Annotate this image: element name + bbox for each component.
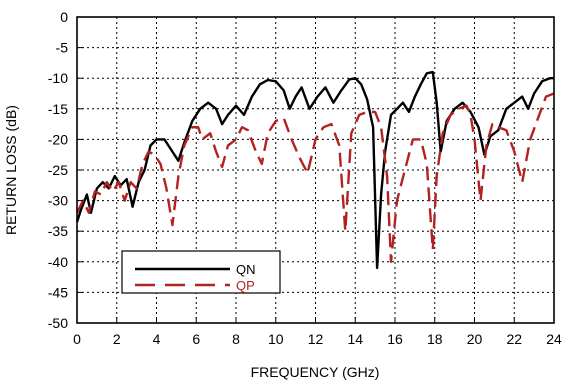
x-tick-label: 10 <box>268 331 284 347</box>
series-line-qp <box>75 92 555 263</box>
y-tick-label: -5 <box>56 40 69 56</box>
x-tick-label: 8 <box>232 331 240 347</box>
x-tick-label: 22 <box>506 331 522 347</box>
x-axis-ticks: 0 2 4 6 8 10 12 14 16 18 20 22 24 <box>73 317 562 347</box>
x-tick-label: 14 <box>347 331 363 347</box>
y-tick-label: 0 <box>60 9 68 25</box>
x-tick-label: 24 <box>546 331 562 347</box>
x-tick-label: 18 <box>427 331 443 347</box>
y-tick-label: -50 <box>48 315 68 331</box>
x-tick-label: 6 <box>192 331 200 347</box>
legend-label-qp: QP <box>236 278 255 293</box>
x-tick-label: 16 <box>387 331 403 347</box>
y-tick-label: -20 <box>48 131 68 147</box>
x-tick-label: 4 <box>153 331 161 347</box>
series-layer <box>75 70 555 270</box>
y-tick-label: -40 <box>48 254 68 270</box>
x-tick-label: 20 <box>467 331 483 347</box>
y-tick-label: -45 <box>48 284 68 300</box>
y-axis-ticks: 0 -5 -10 -15 -20 -25 -30 -35 -40 -45 -50 <box>48 9 83 331</box>
x-tick-label: 0 <box>73 331 81 347</box>
y-tick-label: -35 <box>48 223 68 239</box>
y-tick-label: -15 <box>48 101 68 117</box>
x-tick-label: 12 <box>308 331 324 347</box>
legend-label-qn: QN <box>236 262 256 277</box>
x-axis-label: FREQUENCY (GHz) <box>251 364 380 380</box>
y-tick-label: -25 <box>48 162 68 178</box>
y-axis-label: RETURN LOSS (dB) <box>3 105 19 235</box>
y-tick-label: -30 <box>48 193 68 209</box>
legend: QN QP <box>121 250 281 294</box>
y-tick-label: -10 <box>48 70 68 86</box>
legend-box <box>121 250 281 294</box>
x-tick-label: 2 <box>113 331 121 347</box>
